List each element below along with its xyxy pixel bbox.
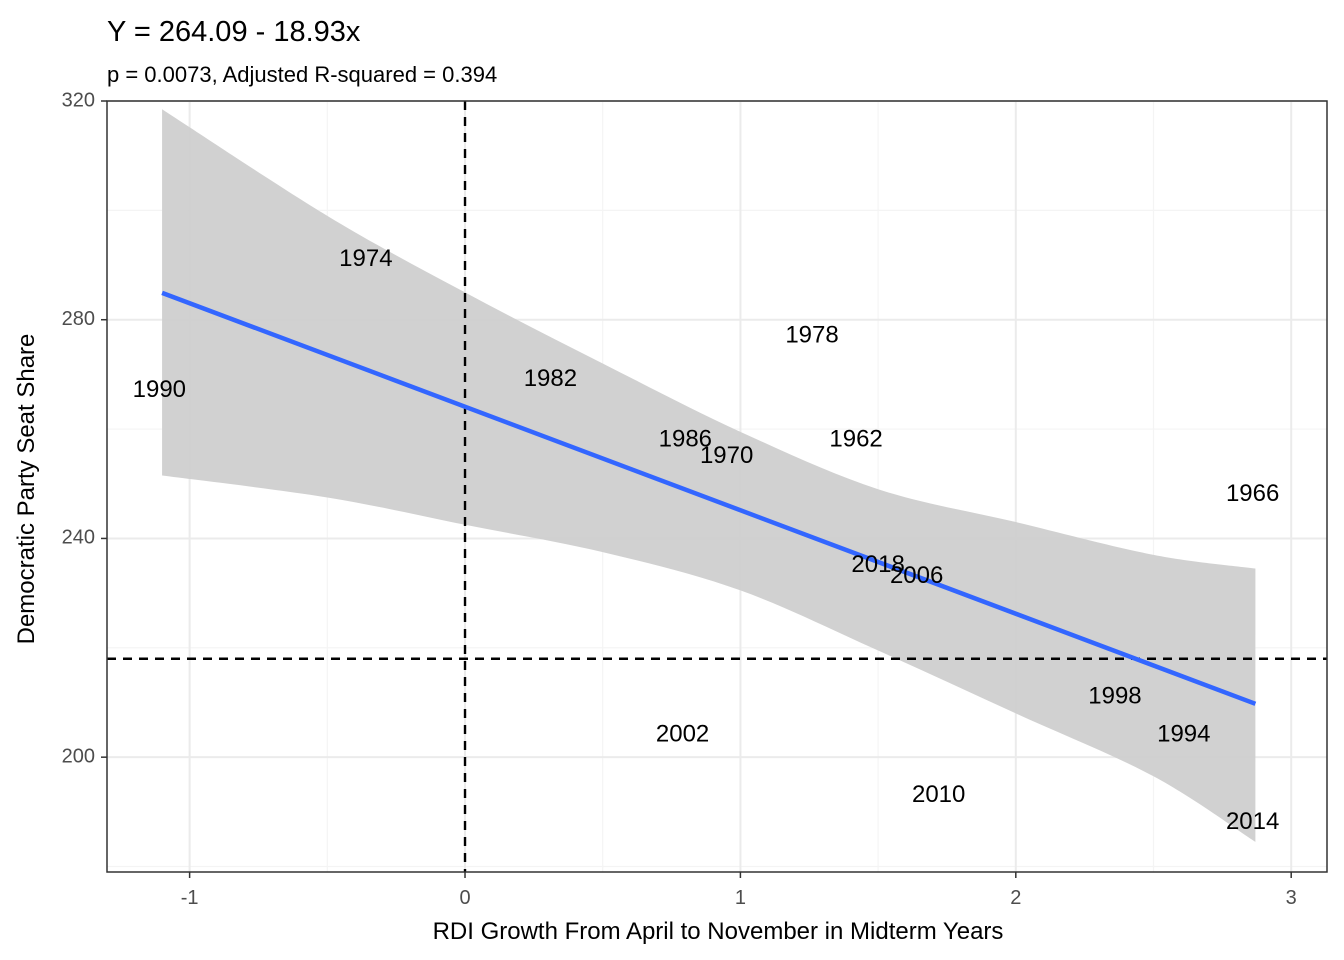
y-tick-label: 200 [62,745,95,767]
y-axis-title: Democratic Party Seat Share [13,334,40,645]
y-axis: 200 240 280 320 [62,89,107,767]
point-label-1970: 1970 [700,442,753,469]
point-label-1962: 1962 [829,425,882,452]
y-tick-label: 280 [62,308,95,330]
x-tick-label: 0 [459,887,470,909]
point-label-2014: 2014 [1226,808,1279,835]
y-tick-label: 320 [62,89,95,111]
point-label-1994: 1994 [1157,721,1210,748]
point-label-2002: 2002 [656,721,709,748]
chart-title: Y = 264.09 - 18.93x [107,16,361,48]
point-label-1982: 1982 [524,365,577,392]
point-label-1966: 1966 [1226,480,1279,507]
x-tick-label: 3 [1286,887,1297,909]
point-labels: 1962 1966 1970 1974 1978 1982 1986 1990 1994 1998… [133,245,1280,835]
point-label-2006: 2006 [890,562,943,589]
regression-line [161,290,1257,706]
y-tick-label: 240 [62,527,95,549]
panel-border [106,100,1328,873]
point-label-2010: 2010 [912,781,965,808]
point-label-1974: 1974 [339,245,392,272]
x-tick-label: -1 [181,887,199,909]
confidence-band [162,109,1256,842]
point-label-2018: 2018 [851,551,904,578]
x-tick-label: 1 [735,887,746,909]
point-label-1986: 1986 [659,425,712,452]
chart-subtitle: p = 0.0073, Adjusted R-squared = 0.394 [107,62,497,87]
point-label-1990: 1990 [133,376,186,403]
x-tick-label: 2 [1010,887,1021,909]
point-label-1978: 1978 [785,321,838,348]
x-axis: -1 0 1 2 3 [181,872,1297,909]
point-label-1998: 1998 [1088,682,1141,709]
x-axis-title: RDI Growth From April to November in Mid… [433,918,1004,945]
